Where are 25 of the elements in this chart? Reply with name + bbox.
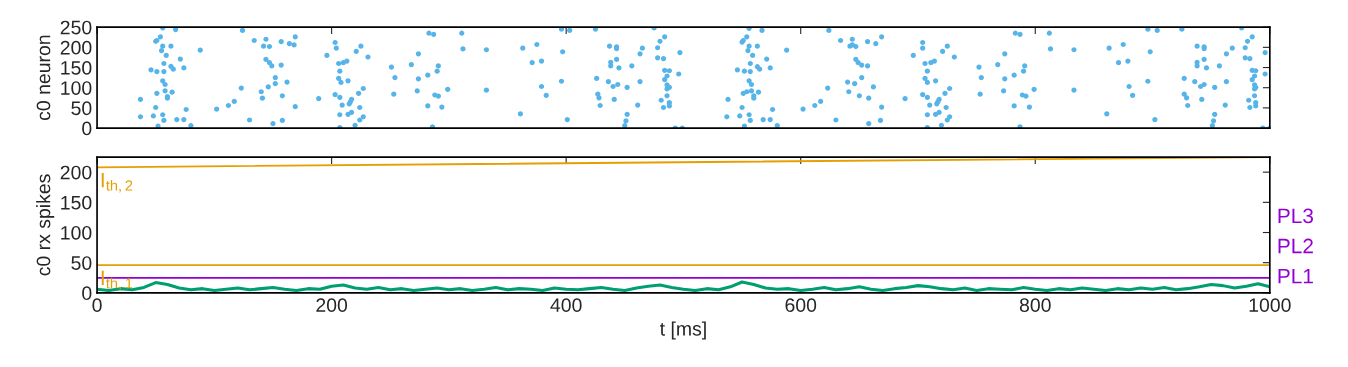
x-tick-label: 400: [550, 298, 582, 313]
y-tick-label: 150: [61, 195, 92, 210]
y-tick-label: 100: [61, 225, 92, 240]
x-axis-title: t [ms]: [659, 321, 706, 340]
y-tick-label: 150: [61, 61, 92, 75]
y-tick-label: 0: [82, 121, 92, 136]
annotation: I$_{th,2}$: [101, 172, 133, 193]
x-tick-label: 800: [1019, 298, 1051, 313]
y-tick-label: 0: [82, 286, 92, 301]
y-axis-title: c0 neuron: [36, 35, 51, 121]
y-tick-label: 50: [71, 256, 92, 270]
x-tick-label: 1000: [1249, 298, 1291, 313]
y-tick-label: 250: [60, 20, 92, 35]
x-tick-label: 0: [92, 298, 102, 313]
text: PL3: [1278, 208, 1314, 224]
text: PL2: [1278, 238, 1313, 254]
y-tick-label: 200: [60, 40, 92, 55]
x-tick-label: 600: [785, 298, 817, 313]
y-tick-label: 100: [61, 81, 92, 95]
y-axis-title: c0 rx spikes: [36, 174, 55, 276]
annotation: I$_{th,1}$: [101, 270, 133, 291]
y-tick-label: 50: [71, 101, 92, 116]
text: PL1: [1278, 268, 1313, 284]
x-tick-label: 200: [316, 298, 348, 313]
y-tick-label: 200: [60, 165, 92, 180]
